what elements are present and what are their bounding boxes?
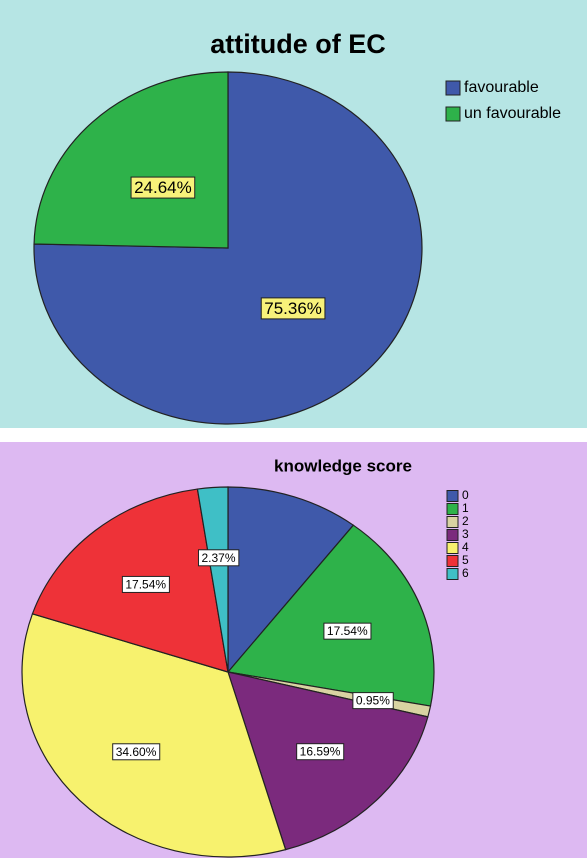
data-label: 75.36%: [260, 297, 326, 320]
legend-label: 4: [462, 540, 469, 554]
data-label-text: 24.64%: [134, 178, 192, 197]
data-label-text: 16.59%: [300, 745, 341, 759]
data-label-box: [352, 692, 394, 710]
data-label: 16.59%: [296, 743, 345, 761]
legend-label: un favourable: [464, 105, 561, 122]
data-label-box: [130, 176, 196, 199]
legend-swatch: [446, 529, 459, 541]
legend-swatch: [445, 80, 461, 96]
legend-swatch: [446, 568, 459, 580]
pie-slice: [33, 71, 229, 249]
legend-swatch: [446, 490, 459, 502]
data-label-box: [296, 743, 345, 761]
legend-swatch: [446, 516, 459, 528]
data-label: 34.60%: [112, 743, 161, 761]
pie-slice: [21, 613, 287, 858]
pie-slice: [226, 524, 435, 707]
data-label-box: [121, 575, 170, 593]
legend-label: 2: [462, 514, 469, 528]
pie-slice: [227, 671, 429, 851]
legend-swatch: [446, 503, 459, 515]
data-label: 2.37%: [197, 549, 240, 567]
legend-swatch: [446, 542, 459, 554]
pie-slice: [196, 486, 229, 673]
legend-swatch: [445, 106, 461, 122]
data-label-box: [112, 743, 161, 761]
data-label-box: [197, 549, 240, 567]
data-label: 17.54%: [323, 622, 372, 640]
chart-title: knowledge score: [274, 456, 412, 475]
chart-title: attitude of EC: [210, 29, 386, 59]
data-label: 17.54%: [121, 575, 170, 593]
data-label-text: 75.36%: [264, 299, 322, 318]
data-label-text: 17.54%: [125, 577, 166, 591]
legend-label: 6: [462, 566, 469, 580]
data-label: 0.95%: [352, 692, 394, 710]
data-label-text: 2.37%: [201, 551, 235, 565]
legend-label: 0: [462, 488, 469, 502]
legend-swatch: [446, 555, 459, 567]
data-label-box: [260, 297, 326, 320]
legend-label: 5: [462, 553, 469, 567]
data-label-text: 17.54%: [327, 624, 368, 638]
data-label-text: 34.60%: [116, 745, 157, 759]
legend-label: favourable: [464, 79, 539, 96]
data-label: 24.64%: [130, 176, 196, 199]
data-label-text: 0.95%: [356, 694, 390, 708]
legend-label: 1: [462, 501, 469, 515]
pie-slice: [33, 71, 423, 425]
legend-label: 3: [462, 527, 469, 541]
data-label-box: [323, 622, 372, 640]
pie-slice: [227, 486, 355, 674]
